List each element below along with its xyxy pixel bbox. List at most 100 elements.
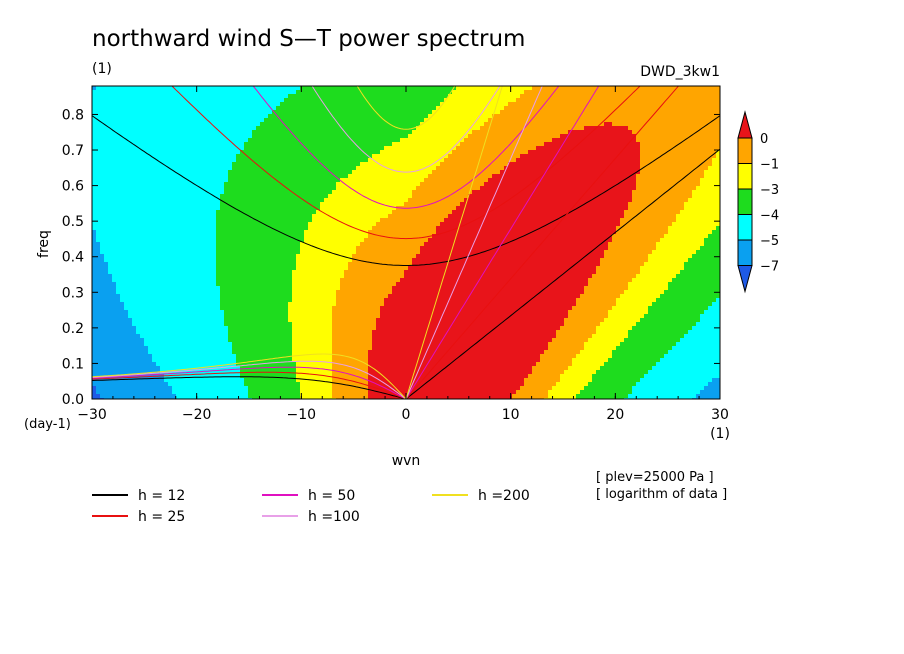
heat-cell <box>136 250 141 255</box>
heat-cell <box>208 142 213 147</box>
heat-cell <box>168 270 173 275</box>
heat-cell <box>164 182 169 187</box>
heat-cell <box>264 210 269 215</box>
heat-cell <box>336 262 341 267</box>
heat-cell <box>256 126 261 131</box>
heat-cell <box>280 270 285 275</box>
heat-cell <box>148 302 153 307</box>
heat-cell <box>96 318 101 323</box>
heat-cell <box>300 314 305 319</box>
heat-cell <box>212 278 217 283</box>
heat-cell <box>316 262 321 267</box>
heat-cell <box>244 126 249 131</box>
heat-cell <box>128 102 133 107</box>
heat-cell <box>304 230 309 235</box>
heat-cell <box>336 134 341 139</box>
heat-cell <box>240 314 245 319</box>
heat-cell <box>208 254 213 259</box>
heat-cell <box>292 358 297 363</box>
heat-cell <box>92 86 97 91</box>
heat-cell <box>152 86 157 91</box>
heat-cell <box>192 214 197 219</box>
heat-cell <box>152 246 157 251</box>
heat-cell <box>244 394 249 399</box>
heat-cell <box>312 114 317 119</box>
heat-cell <box>196 86 201 91</box>
heat-cell <box>320 306 325 311</box>
heat-cell <box>152 94 157 99</box>
heat-cell <box>268 130 273 135</box>
heat-cell <box>112 254 117 259</box>
heat-cell <box>256 214 261 219</box>
heat-cell <box>148 366 153 371</box>
heat-cell <box>112 94 117 99</box>
heat-cell <box>108 354 113 359</box>
heat-cell <box>120 150 125 155</box>
heat-cell <box>260 346 265 351</box>
heat-cell <box>168 170 173 175</box>
heat-cell <box>136 290 141 295</box>
heat-cell <box>176 366 181 371</box>
heat-cell <box>204 166 209 171</box>
heat-cell <box>288 158 293 163</box>
heat-cell <box>320 166 325 171</box>
heat-cell <box>188 306 193 311</box>
heat-cell <box>112 350 117 355</box>
heat-cell <box>124 254 129 259</box>
heat-cell <box>248 294 253 299</box>
heat-cell <box>232 370 237 375</box>
heat-cell <box>312 194 317 199</box>
heat-cell <box>284 190 289 195</box>
heat-cell <box>308 118 313 123</box>
heat-cell <box>252 170 257 175</box>
heat-cell <box>244 194 249 199</box>
heat-cell <box>316 390 321 395</box>
heat-cell <box>120 146 125 151</box>
heat-cell <box>320 370 325 375</box>
heat-cell <box>228 150 233 155</box>
heat-cell <box>176 370 181 375</box>
heat-cell <box>184 194 189 199</box>
heat-cell <box>200 258 205 263</box>
heat-cell <box>316 274 321 279</box>
heat-cell <box>92 258 97 263</box>
heat-cell <box>340 226 345 231</box>
heat-cell <box>332 154 337 159</box>
heat-cell <box>196 202 201 207</box>
heat-cell <box>256 218 261 223</box>
heat-cell <box>192 106 197 111</box>
heat-cell <box>168 354 173 359</box>
heat-cell <box>212 162 217 167</box>
heat-cell <box>100 162 105 167</box>
heat-cell <box>180 226 185 231</box>
heat-cell <box>132 106 137 111</box>
heat-cell <box>128 126 133 131</box>
heat-cell <box>328 282 333 287</box>
heat-cell <box>164 338 169 343</box>
heat-cell <box>228 366 233 371</box>
heat-cell <box>284 98 289 103</box>
heat-cell <box>316 290 321 295</box>
heat-cell <box>132 134 137 139</box>
heat-cell <box>276 326 281 331</box>
heat-cell <box>148 278 153 283</box>
heat-cell <box>320 86 325 91</box>
heat-cell <box>336 326 341 331</box>
heat-cell <box>300 290 305 295</box>
heat-cell <box>108 86 113 91</box>
heat-cell <box>220 194 225 199</box>
heat-cell <box>124 326 129 331</box>
heat-cell <box>236 322 241 327</box>
heat-cell <box>252 114 257 119</box>
heat-cell <box>144 126 149 131</box>
heat-cell <box>284 326 289 331</box>
heat-cell <box>144 358 149 363</box>
heat-cell <box>336 318 341 323</box>
heat-cell <box>116 342 121 347</box>
heat-cell <box>136 258 141 263</box>
heat-cell <box>288 358 293 363</box>
heat-cell <box>332 98 337 103</box>
heat-cell <box>244 294 249 299</box>
heat-cell <box>188 258 193 263</box>
heat-cell <box>192 234 197 239</box>
